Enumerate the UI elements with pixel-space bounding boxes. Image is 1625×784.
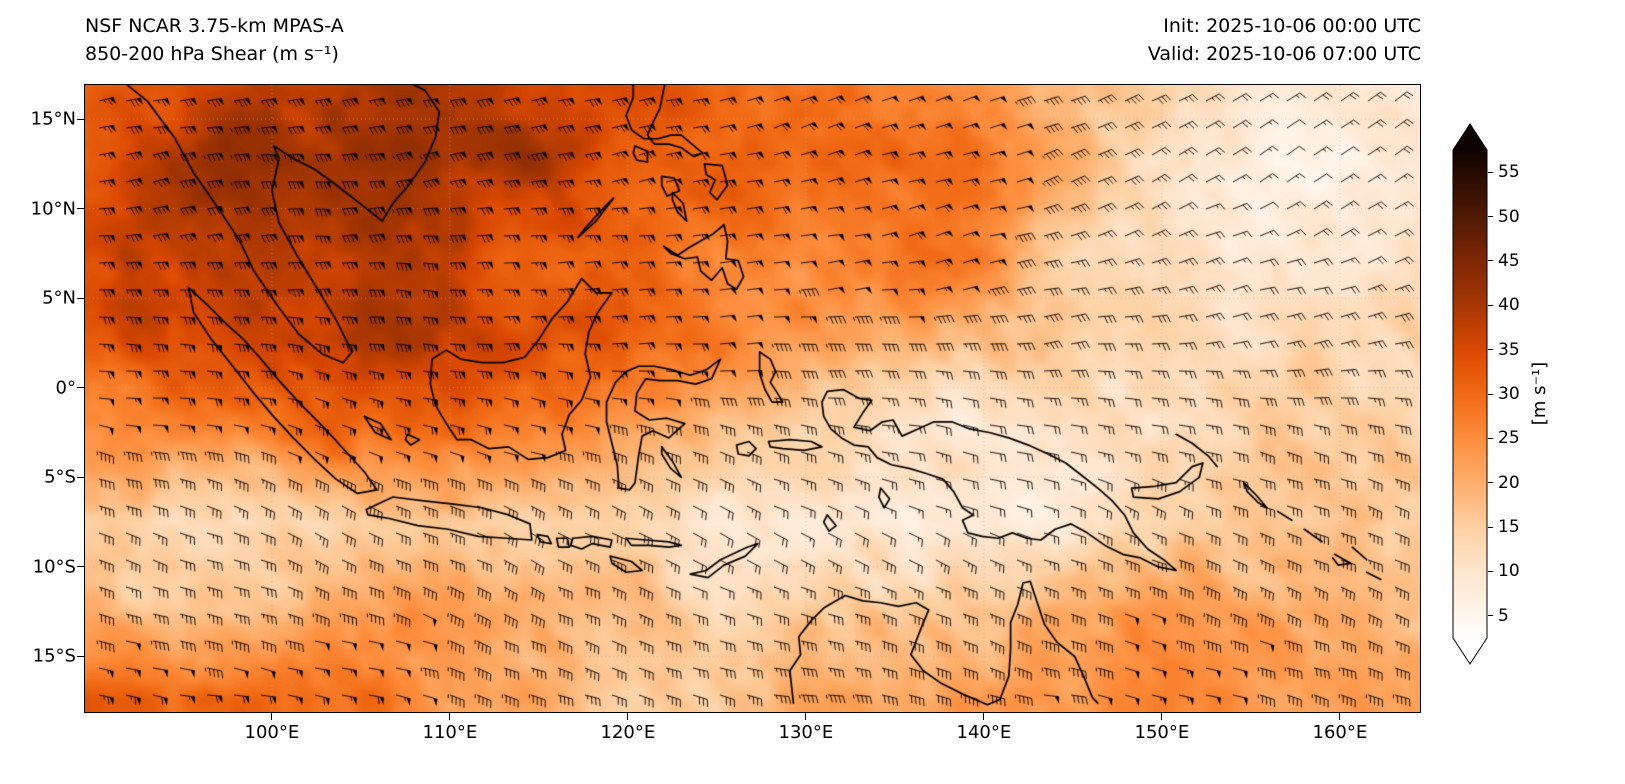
colorbar-tick-label: 40 — [1498, 295, 1520, 316]
y-tick-mark — [77, 655, 84, 657]
x-tick-label: 120°E — [600, 722, 656, 743]
y-tick-mark — [77, 387, 84, 389]
x-tick-label: 160°E — [1312, 722, 1368, 743]
y-tick-label: 15°N — [30, 108, 76, 130]
x-tick-label: 130°E — [778, 722, 834, 743]
colorbar-tick-label: 15 — [1498, 517, 1520, 538]
time-block: Init: 2025-10-06 00:00 UTC Valid: 2025-1… — [1148, 12, 1421, 68]
model-title: NSF NCAR 3.75-km MPAS-A — [85, 15, 344, 37]
colorbar-tick-label: 55 — [1498, 162, 1520, 183]
colorbar-tick-label: 10 — [1498, 561, 1520, 582]
x-tick-mark — [271, 713, 273, 720]
x-tick-label: 140°E — [956, 722, 1012, 743]
map-plot-area — [84, 84, 1421, 713]
colorbar-gradient — [1452, 123, 1488, 665]
colorbar-tick-mark — [1488, 171, 1493, 173]
colorbar-tick-mark — [1488, 304, 1493, 306]
y-tick-label: 10°S — [32, 556, 76, 578]
init-time: Init: 2025-10-06 00:00 UTC — [1163, 15, 1421, 37]
y-tick-label: 15°S — [32, 645, 76, 667]
x-tick-label: 100°E — [244, 722, 300, 743]
colorbar-tick-label: 25 — [1498, 428, 1520, 449]
y-tick-label: 10°N — [30, 198, 76, 220]
x-tick-mark — [449, 713, 451, 720]
colorbar-tick-mark — [1488, 482, 1493, 484]
colorbar-tick-mark — [1488, 437, 1493, 439]
colorbar-tick-mark — [1488, 216, 1493, 218]
x-tick-mark — [627, 713, 629, 720]
field-title: 850-200 hPa Shear (m s⁻¹) — [85, 43, 339, 65]
x-tick-label: 110°E — [422, 722, 478, 743]
x-tick-mark — [983, 713, 985, 720]
colorbar-tick-label: 45 — [1498, 250, 1520, 271]
colorbar-label-wrap: [m s⁻¹] — [1524, 248, 1556, 538]
y-tick-mark — [77, 566, 84, 568]
y-tick-label: 5°N — [42, 287, 76, 309]
shear-map-canvas — [85, 85, 1420, 712]
colorbar-tick-mark — [1488, 349, 1493, 351]
colorbar-tick-mark — [1488, 526, 1493, 528]
y-tick-label: 0° — [55, 377, 76, 399]
y-tick-mark — [77, 118, 84, 120]
x-tick-mark — [805, 713, 807, 720]
y-tick-mark — [77, 297, 84, 299]
colorbar-tick-label: 5 — [1498, 605, 1509, 626]
colorbar-label: [m s⁻¹] — [1529, 361, 1551, 425]
x-tick-mark — [1161, 713, 1163, 720]
colorbar-tick-label: 30 — [1498, 384, 1520, 404]
colorbar-tick-label: 50 — [1498, 206, 1520, 227]
colorbar-tick-label: 35 — [1498, 339, 1520, 360]
y-tick-mark — [77, 208, 84, 210]
x-tick-label: 150°E — [1134, 722, 1190, 743]
colorbar — [1452, 123, 1488, 665]
colorbar-tick-mark — [1488, 260, 1493, 262]
title-block: NSF NCAR 3.75-km MPAS-A 850-200 hPa Shea… — [85, 12, 344, 68]
valid-time: Valid: 2025-10-06 07:00 UTC — [1147, 43, 1421, 65]
colorbar-tick-mark — [1488, 393, 1493, 395]
colorbar-tick-label: 20 — [1498, 472, 1520, 493]
colorbar-tick-mark — [1488, 570, 1493, 572]
colorbar-tick-mark — [1488, 615, 1493, 617]
x-tick-mark — [1339, 713, 1341, 720]
y-tick-label: 5°S — [44, 466, 76, 488]
y-tick-mark — [77, 476, 84, 478]
